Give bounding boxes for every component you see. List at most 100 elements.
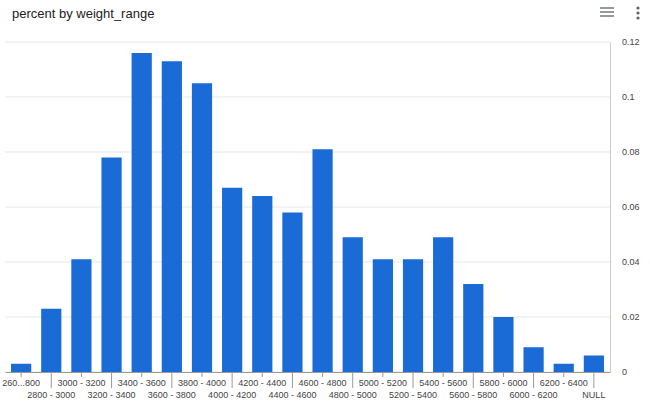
grid-line <box>5 152 610 153</box>
x-tick: 5800 - 6000 <box>479 372 527 388</box>
x-tick-label: NULL <box>582 390 605 400</box>
menu-dot <box>636 6 639 9</box>
x-tick-label: 5400 - 5600 <box>419 378 467 388</box>
y-axis: 0 0.02 0.04 0.06 0.08 0.1 0.12 <box>610 37 640 377</box>
bar <box>162 61 182 372</box>
y-tick: 0.1 <box>610 92 635 102</box>
grid-line <box>5 97 610 98</box>
x-tick-mark <box>473 372 474 388</box>
grid <box>5 42 610 372</box>
grid-line <box>5 372 610 373</box>
x-tick-label: 6000 - 6200 <box>510 390 558 400</box>
x-tick-mark <box>292 372 293 388</box>
bar <box>373 259 393 372</box>
x-tick: 4200 - 4400 <box>238 372 286 388</box>
x-tick-mark <box>443 372 444 377</box>
x-tick-label: 260...800 <box>2 378 40 388</box>
y-tick: 0.12 <box>610 37 640 47</box>
grid-line <box>5 262 610 263</box>
x-tick-label: 3800 - 4000 <box>178 378 226 388</box>
x-tick-label: 5200 - 5400 <box>389 390 437 400</box>
y-tick-label: 0 <box>622 367 627 377</box>
bar <box>252 196 272 372</box>
bar <box>71 259 91 372</box>
bar <box>312 149 332 372</box>
y-tick: 0 <box>610 367 627 377</box>
y-tick-label: 0.04 <box>622 257 640 267</box>
bar <box>403 259 423 372</box>
x-tick: 6200 - 6400 <box>540 372 588 388</box>
x-tick-mark <box>141 372 142 377</box>
y-tick: 0.06 <box>610 202 640 212</box>
x-tick-mark <box>262 372 263 377</box>
bar <box>554 364 574 372</box>
chart-title: percent by weight_range <box>12 6 154 21</box>
y-tick-label: 0.12 <box>622 37 640 47</box>
x-tick-label: 5800 - 6000 <box>479 378 527 388</box>
bar <box>433 237 453 372</box>
x-tick-mark <box>81 372 82 377</box>
bar <box>584 356 604 373</box>
x-tick-mark <box>201 372 202 377</box>
x-tick-mark <box>171 372 172 388</box>
grid-line <box>5 317 610 318</box>
bar <box>282 213 302 373</box>
bar <box>41 309 61 372</box>
x-tick-label: 4200 - 4400 <box>238 378 286 388</box>
bar <box>493 317 513 372</box>
x-tick-label: 2800 - 3000 <box>27 390 75 400</box>
chart-type-icon <box>600 8 614 16</box>
x-tick-mark <box>382 372 383 377</box>
x-tick-label: 4400 - 4600 <box>268 390 316 400</box>
bar <box>11 364 31 372</box>
x-tick-label: 4000 - 4200 <box>208 390 256 400</box>
x-tick-label: 6200 - 6400 <box>540 378 588 388</box>
x-tick-label: 4800 - 5000 <box>329 390 377 400</box>
x-tick-mark <box>51 372 52 388</box>
x-tick-mark <box>413 372 414 388</box>
x-tick-label: 3200 - 3400 <box>88 390 136 400</box>
bar <box>132 53 152 372</box>
x-tick-label: 4600 - 4800 <box>299 378 347 388</box>
y-tick: 0.04 <box>610 257 640 267</box>
bar <box>523 347 543 372</box>
x-tick: 3000 - 3200 <box>57 372 105 388</box>
menu-dot <box>636 16 639 19</box>
bar <box>222 188 242 372</box>
icon-line <box>600 15 614 16</box>
x-axis-line <box>6 372 611 373</box>
x-tick: 5000 - 5200 <box>359 372 407 388</box>
y-tick-label: 0.02 <box>622 312 640 322</box>
bar <box>343 237 363 372</box>
x-tick: 3400 - 3600 <box>118 372 166 388</box>
y-tick: 0.08 <box>610 147 640 157</box>
toolbar-icons <box>600 6 640 19</box>
bar <box>101 158 121 373</box>
x-tick: 260...800 <box>2 372 40 388</box>
x-axis: 260...800 2800 - 3000 3000 - 3200 3200 - 34… <box>2 372 610 400</box>
icon-line <box>600 11 614 12</box>
x-tick-label: 5000 - 5200 <box>359 378 407 388</box>
x-tick-mark <box>232 372 233 388</box>
x-tick-mark <box>593 372 594 388</box>
menu-dot <box>636 11 639 14</box>
y-axis-line <box>610 43 611 373</box>
bars <box>11 53 604 372</box>
x-tick: NULL <box>582 372 605 400</box>
y-tick: 0.02 <box>610 312 640 322</box>
y-tick-label: 0.06 <box>622 202 640 212</box>
x-tick-mark <box>111 372 112 388</box>
x-tick-label: 3600 - 3800 <box>148 390 196 400</box>
x-tick-label: 3000 - 3200 <box>57 378 105 388</box>
x-tick: 5400 - 5600 <box>419 372 467 388</box>
x-tick-label: 5600 - 5800 <box>449 390 497 400</box>
x-tick-mark <box>503 372 504 377</box>
bar <box>463 284 483 372</box>
x-tick: 4600 - 4800 <box>299 372 347 388</box>
x-tick-label: 3400 - 3600 <box>118 378 166 388</box>
icon-line <box>600 7 614 8</box>
grid-line <box>5 207 610 208</box>
bar <box>192 83 212 372</box>
grid-line <box>5 42 610 43</box>
x-tick-mark <box>322 372 323 377</box>
